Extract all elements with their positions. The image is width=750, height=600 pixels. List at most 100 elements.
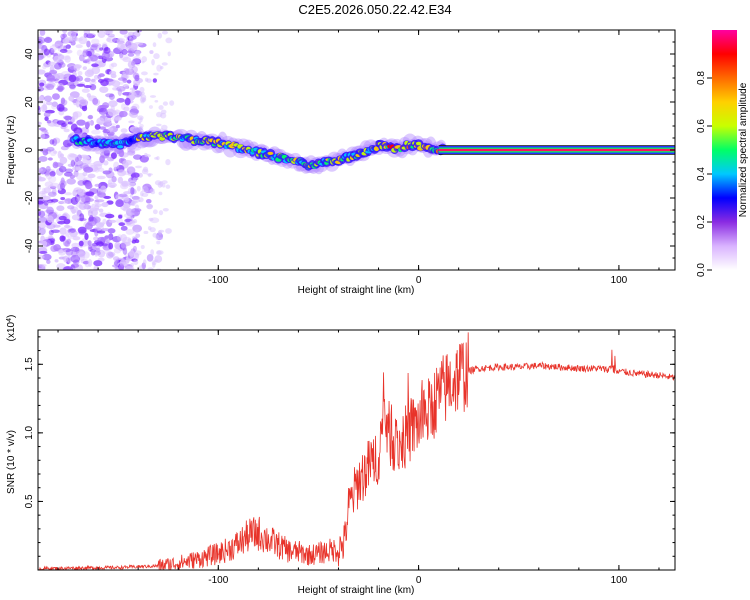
spectrogram-noise-point <box>112 256 120 261</box>
spectrogram-noise-point <box>54 62 62 70</box>
spectrogram-noise-point <box>134 204 140 209</box>
spectrogram-noise-point <box>46 206 54 215</box>
spectrogram-noise-point <box>94 199 105 203</box>
spectrogram-noise-point <box>128 250 135 257</box>
spectrogram-noise-point <box>63 265 74 270</box>
spectrogram-noise-point <box>142 259 147 266</box>
colorbar-tick-label: 0.4 <box>696 167 707 181</box>
snr-line <box>38 332 675 570</box>
spectrogram-noise-point <box>116 38 124 45</box>
spectrogram-noise-point <box>69 227 77 233</box>
spectrogram-y-ticks: -40 -20 0 20 40 <box>24 29 675 271</box>
spectrogram-noise-point <box>112 115 119 122</box>
spectrogram-noise-point <box>96 107 104 113</box>
spectrogram-noise-point <box>165 184 171 189</box>
spectrogram-noise-point <box>133 259 139 266</box>
spectrogram-noise-point <box>52 52 58 57</box>
spectrogram-noise-point <box>149 95 157 98</box>
spectrogram-noise-point <box>100 185 107 193</box>
spectrogram-noise-point <box>112 87 118 91</box>
spectrogram-noise-point <box>132 31 141 38</box>
spectrogram-noise-point <box>60 200 69 204</box>
spectrogram-noise-point <box>94 183 102 187</box>
spectrogram-noise-point <box>48 229 54 236</box>
spectrogram-noise-point <box>149 188 155 192</box>
spectrogram-noise-point <box>148 217 154 222</box>
spectrogram-noise-point <box>70 159 76 167</box>
spectrogram-noise-point <box>93 265 99 270</box>
spectrogram-noise-point <box>89 53 99 62</box>
spectrogram-noise-point <box>154 100 159 103</box>
spectrogram-noise-point <box>46 120 52 124</box>
spectrogram-noise-point <box>139 126 143 131</box>
spectrogram-noise-point <box>98 73 105 78</box>
spectrogram-noise-point <box>111 80 121 87</box>
spectrogram-noise-point <box>134 252 139 258</box>
spectrogram-noise-point <box>136 185 141 192</box>
spectrogram-noise-point <box>144 77 149 82</box>
spectrogram-noise-point <box>156 64 162 72</box>
spectrogram-noise-point <box>99 126 107 130</box>
spectrogram-noise-point <box>48 175 57 183</box>
spectrogram-noise-point <box>71 242 80 249</box>
spectrogram-noise-point <box>64 192 72 196</box>
spectrogram-noise-point <box>53 55 60 63</box>
spectrogram-noise-point <box>46 259 51 264</box>
spectrogram-noise-point <box>112 236 122 243</box>
spectrogram-noise-point <box>84 222 93 230</box>
spectrogram-noise-point <box>43 48 50 56</box>
spectrogram-noise-point <box>44 36 53 44</box>
spectrogram-noise-point <box>48 47 55 55</box>
spectrogram-noise-point <box>79 98 88 107</box>
spectrogram-noise-point <box>81 88 90 93</box>
spectrogram-noise-point <box>50 101 58 110</box>
spectrogram-noise-point <box>38 44 45 50</box>
spectrogram-noise-point <box>132 219 138 224</box>
spectrogram-noise-point <box>113 161 120 170</box>
spectrogram-noise-point <box>142 166 149 173</box>
spectrogram-noise-point <box>75 99 80 108</box>
spectrogram-noise-point <box>60 55 71 61</box>
spectrogram-noise-point <box>99 155 105 164</box>
spectrogram-noise-point <box>140 99 145 104</box>
y-tick-label: 1.5 <box>24 357 35 371</box>
spectrogram-noise-point <box>80 194 90 203</box>
spectrogram-noise-point <box>76 119 86 126</box>
spectrogram-noise-point <box>40 131 46 140</box>
spectrogram-noise-point <box>156 123 162 127</box>
spectrogram-noise-point <box>118 193 128 198</box>
spectrogram-noise-point <box>39 227 47 235</box>
spectrogram-noise-point <box>65 232 70 237</box>
spectrogram-noise-point <box>84 121 91 129</box>
spectrogram-noise-point <box>93 236 99 241</box>
spectrogram-noise-point <box>103 195 112 200</box>
spectrogram-noise-point <box>133 78 141 87</box>
spectrogram-noise-point <box>60 33 67 38</box>
spectrogram-noise-point <box>39 148 48 153</box>
spectrogram-noise-point <box>38 203 49 210</box>
spectrogram-y-axis-label: Frequency (Hz) <box>6 116 17 185</box>
spectrogram-noise-point <box>39 250 48 254</box>
spectrogram-noise-point <box>122 159 133 166</box>
spectrogram-noise-point <box>118 264 125 270</box>
spectrogram-noise-point <box>88 214 94 223</box>
spectrogram-ridge-peak <box>117 145 124 149</box>
spectrogram-noise-point <box>63 255 68 263</box>
spectrogram-noise-point <box>84 77 91 83</box>
spectrogram-noise-point <box>130 256 135 259</box>
spectrogram-noise-point <box>114 116 122 121</box>
spectrogram-noise-point <box>137 115 144 121</box>
spectrogram-noise-point <box>167 51 171 57</box>
spectrogram-noise-point <box>91 129 101 135</box>
spectrogram-noise-point <box>56 103 65 112</box>
spectrogram-noise-point <box>158 105 164 110</box>
colorbar-tick-label: 0.8 <box>696 71 707 85</box>
spectrogram-noise-point <box>97 192 107 198</box>
spectrogram-noise-point <box>122 56 132 63</box>
spectrogram-noise-point <box>42 103 47 111</box>
spectrogram-noise-point <box>121 48 128 55</box>
spectrogram-noise-point <box>79 201 85 205</box>
spectrogram-noise-point <box>130 262 135 268</box>
spectrogram-noise-point <box>57 86 65 91</box>
spectrogram-noise-point <box>105 213 115 219</box>
